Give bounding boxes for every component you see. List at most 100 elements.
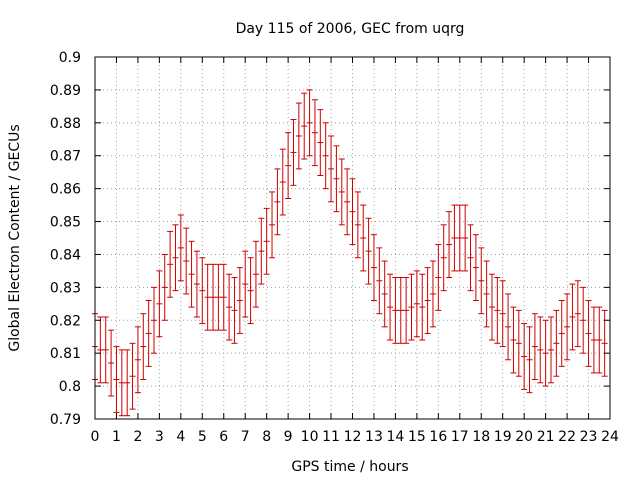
error-bar-point <box>296 103 302 169</box>
error-bar-point <box>226 274 232 340</box>
y-tick-label: 0.88 <box>50 116 81 132</box>
x-tick-label: 15 <box>408 429 426 445</box>
y-tick-label: 0.82 <box>50 313 81 329</box>
x-tick-label: 1 <box>112 429 121 445</box>
x-tick-label: 9 <box>284 429 293 445</box>
y-tick-label: 0.87 <box>50 149 81 165</box>
x-tick-label: 14 <box>387 429 405 445</box>
error-bar-point <box>264 208 270 274</box>
x-tick-label: 0 <box>91 429 100 445</box>
error-bar-point <box>403 277 409 343</box>
error-bar-point <box>559 301 565 367</box>
error-bar-point <box>457 205 463 271</box>
error-bar-point <box>580 287 586 353</box>
error-bar-point <box>258 218 264 284</box>
error-bar-point <box>199 258 205 324</box>
error-bar-point <box>113 347 119 413</box>
x-tick-label: 24 <box>601 429 619 445</box>
y-tick-label: 0.86 <box>50 182 81 198</box>
error-bar-point <box>130 343 136 409</box>
x-tick-label: 13 <box>365 429 383 445</box>
x-tick-label: 10 <box>301 429 319 445</box>
error-bar-point <box>575 281 581 347</box>
error-bar-point <box>172 225 178 291</box>
error-bar-point <box>124 350 130 416</box>
error-bar-point <box>290 120 296 186</box>
error-bar-point <box>500 281 506 347</box>
error-bar-point <box>537 317 543 383</box>
error-bar-point <box>178 215 184 281</box>
error-bar-point <box>189 241 195 307</box>
error-bar-point <box>360 205 366 271</box>
y-tick-label: 0.89 <box>50 83 81 99</box>
error-bar-point <box>221 264 227 330</box>
error-bar-point <box>441 225 447 291</box>
x-tick-label: 2 <box>133 429 142 445</box>
error-bar-point <box>231 277 237 343</box>
y-tick-label: 0.84 <box>50 247 81 263</box>
error-bar-point <box>414 271 420 337</box>
error-bar-point <box>183 228 189 294</box>
y-tick-label: 0.83 <box>50 280 81 296</box>
error-bar-point <box>301 93 307 159</box>
error-bar-point <box>484 261 490 327</box>
error-bar-point <box>350 179 356 245</box>
x-tick-label: 21 <box>537 429 555 445</box>
error-bar-point <box>135 327 141 393</box>
error-bar-point <box>505 294 511 360</box>
error-bar-point <box>586 301 592 367</box>
x-tick-label: 16 <box>429 429 447 445</box>
error-bar-point <box>462 205 468 271</box>
x-tick-label: 22 <box>558 429 576 445</box>
error-bar-point <box>103 317 109 383</box>
error-bar-point <box>473 235 479 301</box>
y-axis: 0.79 0.8 0.81 0.82 0.83 0.84 0.85 0.86 0.87 0.88 0… <box>50 50 610 428</box>
error-bar-point <box>285 133 291 199</box>
error-bar-point <box>430 261 436 327</box>
error-bar-point <box>151 287 157 353</box>
x-tick-label: 18 <box>472 429 490 445</box>
error-bar-point <box>366 218 372 284</box>
error-bar-point <box>97 317 103 383</box>
error-bar-point <box>323 123 329 189</box>
x-tick-label: 6 <box>219 429 228 445</box>
error-bar-point <box>194 251 200 317</box>
error-bar-point <box>119 350 125 416</box>
error-bar-point <box>527 327 533 393</box>
error-bar-point <box>339 159 345 225</box>
y-axis-label: Global Electron Content / GECUs <box>7 124 23 351</box>
error-bar-point <box>167 231 173 297</box>
error-bar-point <box>569 284 575 350</box>
error-bar-point <box>478 248 484 314</box>
x-tick-label: 19 <box>494 429 512 445</box>
error-bar-point <box>307 90 313 156</box>
error-bar-point <box>510 307 516 373</box>
error-bar-point <box>543 320 549 386</box>
x-tick-label: 7 <box>241 429 250 445</box>
error-bar-point <box>237 268 243 334</box>
error-bar-point <box>156 271 162 337</box>
y-tick-label: 0.8 <box>59 379 81 395</box>
y-tick-label: 0.85 <box>50 215 81 231</box>
error-bar-point <box>108 330 114 396</box>
error-bar-point <box>162 254 168 320</box>
x-tick-label: 4 <box>176 429 185 445</box>
error-bar-point <box>253 241 259 307</box>
error-bar-point <box>205 264 211 330</box>
error-bar-point <box>382 261 388 327</box>
x-tick-label: 17 <box>451 429 469 445</box>
error-bar-point <box>532 314 538 380</box>
error-bars <box>92 90 608 416</box>
y-tick-label: 0.81 <box>50 346 81 362</box>
x-tick-label: 20 <box>515 429 533 445</box>
error-bar-point <box>392 277 398 343</box>
x-axis-label: GPS time / hours <box>291 459 408 475</box>
error-bar-point <box>274 169 280 235</box>
error-bar-point <box>355 192 361 258</box>
error-bar-point <box>317 110 323 176</box>
error-bar-point <box>409 274 415 340</box>
chart-title: Day 115 of 2006, GEC from uqrg <box>236 21 465 37</box>
error-bar-point <box>468 225 474 291</box>
error-bar-point <box>333 146 339 212</box>
